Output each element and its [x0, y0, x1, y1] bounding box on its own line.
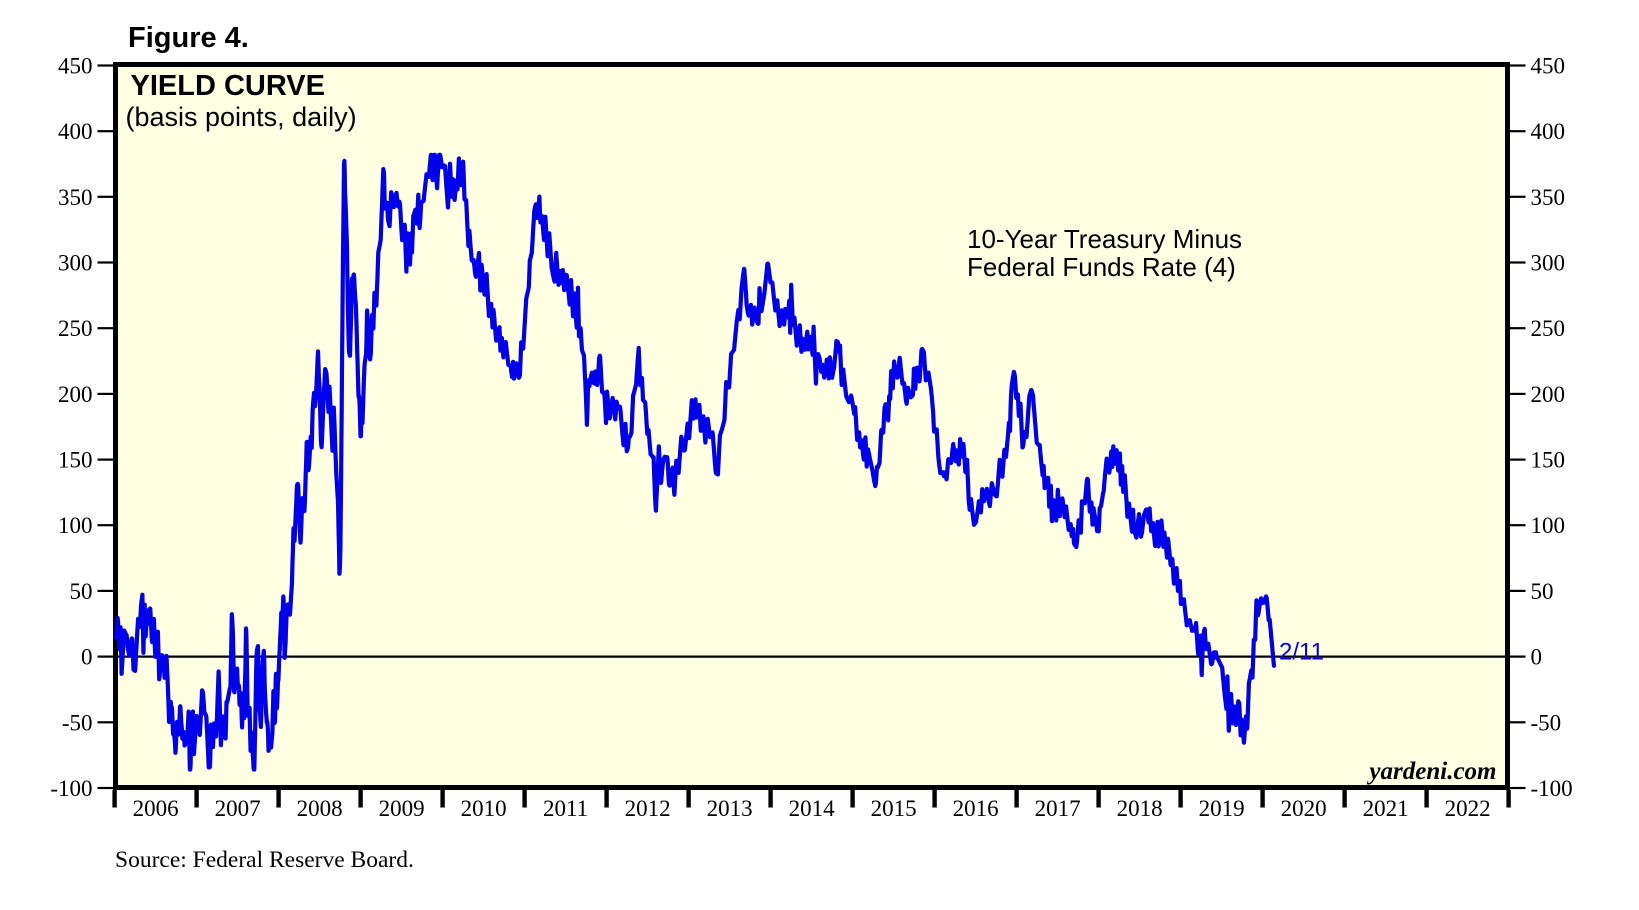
- svg-text:2017: 2017: [1035, 796, 1081, 821]
- svg-text:200: 200: [1531, 382, 1566, 407]
- svg-text:2007: 2007: [215, 796, 261, 821]
- svg-text:2006: 2006: [133, 796, 179, 821]
- svg-text:10-Year Treasury Minus: 10-Year Treasury Minus: [967, 224, 1242, 254]
- svg-text:2018: 2018: [1117, 796, 1163, 821]
- svg-text:2020: 2020: [1281, 796, 1327, 821]
- svg-text:2016: 2016: [953, 796, 999, 821]
- svg-text:2015: 2015: [871, 796, 917, 821]
- svg-text:450: 450: [58, 54, 93, 79]
- svg-text:300: 300: [1531, 251, 1566, 276]
- svg-text:350: 350: [1531, 185, 1566, 210]
- svg-text:2021: 2021: [1363, 796, 1409, 821]
- svg-text:150: 150: [1531, 448, 1566, 473]
- svg-text:Federal Funds Rate (4): Federal Funds Rate (4): [967, 252, 1236, 282]
- svg-text:250: 250: [58, 316, 93, 341]
- svg-text:0: 0: [81, 645, 93, 670]
- svg-text:Source: Federal Reserve Board.: Source: Federal Reserve Board.: [115, 847, 414, 873]
- svg-text:200: 200: [58, 382, 93, 407]
- svg-text:Figure 4.: Figure 4.: [128, 22, 249, 54]
- svg-text:0: 0: [1531, 645, 1543, 670]
- svg-text:300: 300: [58, 251, 93, 276]
- svg-text:-100: -100: [1531, 776, 1573, 801]
- svg-text:100: 100: [58, 513, 93, 538]
- svg-text:450: 450: [1531, 54, 1566, 79]
- svg-text:(basis points, daily): (basis points, daily): [126, 102, 357, 132]
- svg-text:-50: -50: [1531, 710, 1562, 735]
- svg-text:2013: 2013: [707, 796, 753, 821]
- svg-text:-50: -50: [62, 710, 93, 735]
- svg-text:150: 150: [58, 448, 93, 473]
- svg-text:2/11: 2/11: [1279, 638, 1324, 665]
- svg-text:2014: 2014: [789, 796, 836, 821]
- svg-text:2010: 2010: [461, 796, 507, 821]
- svg-text:400: 400: [58, 119, 93, 144]
- svg-text:50: 50: [1531, 579, 1554, 604]
- svg-text:400: 400: [1531, 119, 1566, 144]
- svg-text:350: 350: [58, 185, 93, 210]
- svg-text:100: 100: [1531, 513, 1566, 538]
- svg-text:2019: 2019: [1199, 796, 1245, 821]
- svg-text:250: 250: [1531, 316, 1566, 341]
- svg-text:-100: -100: [50, 776, 92, 801]
- svg-text:2022: 2022: [1445, 796, 1491, 821]
- svg-text:YIELD CURVE: YIELD CURVE: [131, 70, 325, 102]
- svg-text:2008: 2008: [297, 796, 343, 821]
- svg-text:2009: 2009: [379, 796, 425, 821]
- svg-text:2012: 2012: [625, 796, 671, 821]
- svg-text:2011: 2011: [543, 796, 588, 821]
- svg-text:50: 50: [70, 579, 93, 604]
- svg-text:yardeni.com: yardeni.com: [1366, 758, 1496, 785]
